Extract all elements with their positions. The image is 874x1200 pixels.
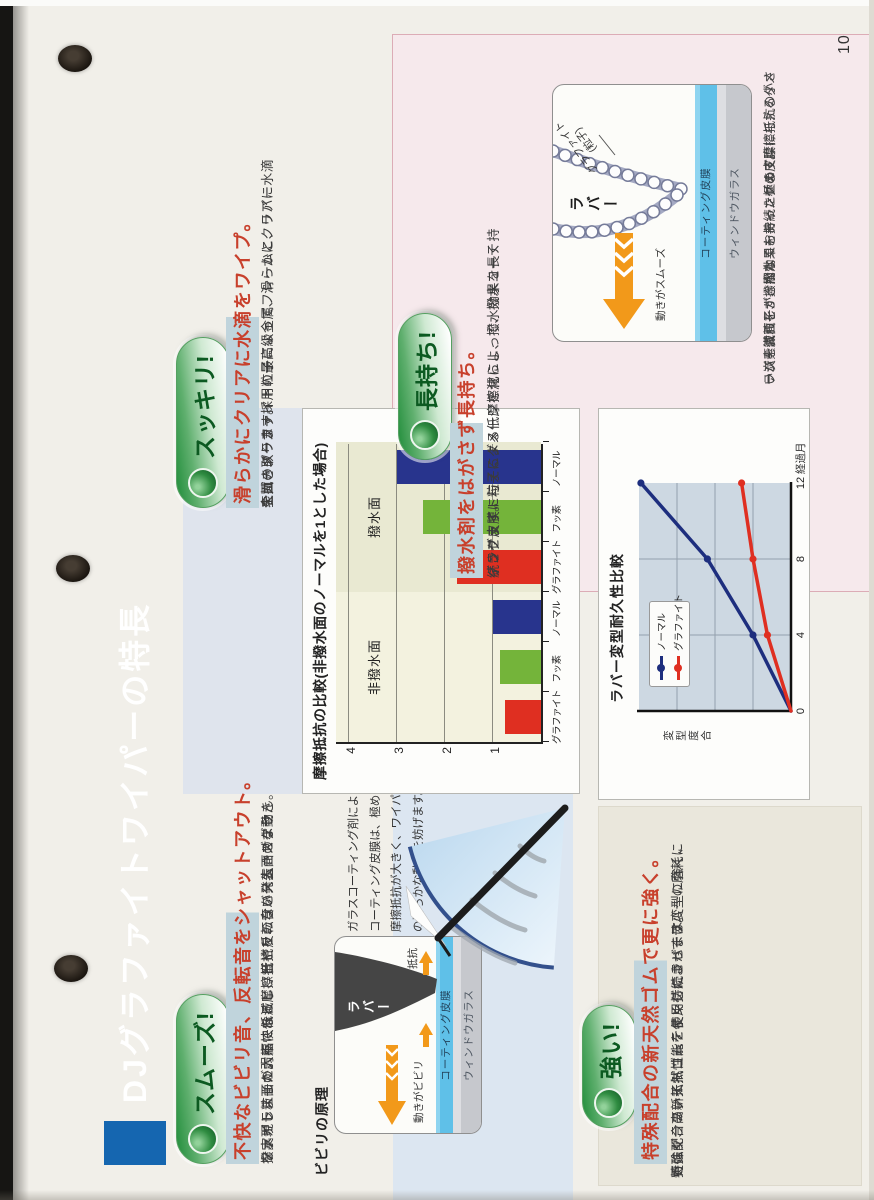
line-chart-legend: ノーマル グラファイト — [649, 594, 690, 687]
bar-フッ素 — [500, 650, 541, 684]
category-label: フッ素 — [552, 655, 563, 683]
category-label: ノーマル — [552, 451, 563, 488]
title-banner: DJグラファイトワイパーの特長 — [104, 53, 166, 1165]
punch-hole — [58, 45, 92, 72]
bar-chart-plot: 非撥水面 撥水面 — [336, 441, 549, 744]
strong-heading: 特殊配合の新天然ゴムで更に強く。 — [634, 836, 667, 1164]
punch-hole — [56, 555, 90, 582]
ytick-label: 1 — [488, 747, 502, 754]
smooth-motion-arrow-icon — [603, 233, 645, 329]
scan-edge-shadow — [0, 0, 13, 1200]
legend-dot-icon — [657, 664, 665, 672]
badge-smooth: スムーズ! — [176, 994, 230, 1164]
green-ball-icon — [188, 1124, 218, 1154]
bibiri-diagram-box: ラバー 動きがビビリ 抵抗 コーティング皮膜 ウィンドウガラス — [334, 936, 482, 1134]
bibiri-diagram-art — [335, 936, 482, 1133]
glass-band-label: ウィンドウガラス — [729, 167, 741, 259]
page-title: DJグラファイトワイパーの特長 — [117, 601, 153, 1103]
smooth-heading: 不快なビビリ音、反転音をシャットアウト。 — [226, 758, 259, 1164]
badge-strong: 強い! — [582, 1005, 636, 1128]
smooth-motion-label: 動きがスムーズ — [655, 248, 667, 321]
rubber-label: ラバー — [347, 1000, 392, 1015]
resistance-label: 抵抗 — [407, 948, 419, 969]
bar-chart-categories: グラファイト フッ素 ノーマル グラファイト フッ素 ノーマル — [549, 444, 565, 744]
scan-edge-bottom — [0, 1190, 874, 1200]
line-chart-ylabel: 変型度合 — [663, 730, 713, 742]
green-ball-icon — [594, 1088, 624, 1118]
group-label-nonrepellent: 非撥水面 — [367, 639, 382, 696]
ytick-label: 2 — [440, 747, 454, 754]
bar-chart-yticks: 1 2 3 4 — [336, 747, 543, 771]
line-chart-xlabel: 経過月 — [795, 442, 807, 475]
vibration-arrow-icon — [378, 1045, 406, 1125]
longlast-heading: 撥水剤をはがさず長持ち。 — [450, 328, 483, 578]
svg-text:4: 4 — [795, 632, 807, 638]
category-label: ノーマル — [552, 601, 563, 638]
badge-clear: スッキリ! — [176, 337, 230, 508]
bibiri-principle-label: ビビリの原理 — [314, 1086, 330, 1176]
page-number: 10 — [836, 34, 853, 54]
legend-line-icon — [674, 656, 682, 680]
svg-text:8: 8 — [795, 556, 807, 562]
badge-longlast: 長持ち! — [398, 313, 452, 460]
resistance-arrow-icon — [419, 951, 433, 975]
bar-グラファイト — [505, 700, 541, 734]
clear-heading: 滑らかにクリアに水滴をワイプ。 — [226, 200, 259, 508]
scan-edge-fade — [13, 0, 29, 1200]
legend-entry: グラファイト — [672, 594, 685, 680]
bar-ノーマル — [493, 600, 541, 634]
longlast-diagram-box: ラバー グラファイト (粒子) 動きがスムーズ コーティング皮膜 ウィンドウガラ… — [552, 84, 752, 342]
wiper-blade — [434, 804, 569, 942]
ytick-label: 4 — [344, 747, 358, 754]
scan-edge-top — [0, 0, 874, 6]
gridline — [396, 444, 397, 742]
graphite-beads-art — [552, 144, 688, 239]
banner-accent-block — [104, 1121, 166, 1165]
legend-label: グラファイト — [674, 593, 685, 651]
gridline — [444, 444, 445, 742]
resistance-arrow-icon — [419, 1023, 433, 1047]
svg-text:12: 12 — [795, 477, 807, 489]
category-label: グラファイト — [552, 689, 563, 744]
gridline — [348, 444, 349, 742]
vibration-motion-label: 動きがビビリ — [413, 1060, 425, 1123]
coating-band-label: コーティング皮膜 — [700, 167, 712, 259]
ytick-label: 3 — [392, 747, 406, 754]
svg-text:0: 0 — [795, 708, 807, 714]
green-ball-icon — [410, 420, 440, 450]
category-label: グラファイト — [552, 539, 563, 594]
legend-label: ノーマル — [657, 612, 668, 651]
group-label-repellent: 撥水面 — [367, 496, 382, 539]
legend-dot-icon — [674, 664, 682, 672]
callout-wedge — [405, 885, 447, 947]
legend-entry: ノーマル — [655, 608, 668, 680]
category-label: フッ素 — [552, 505, 563, 533]
rubber-wedge — [335, 952, 437, 1031]
windshield-illustration — [407, 804, 569, 970]
green-ball-icon — [188, 468, 218, 498]
axis-tick — [543, 441, 549, 442]
punch-hole — [54, 955, 88, 982]
scan-edge-right — [869, 0, 874, 1200]
bar-chart-title: 摩擦抵抗の比較(非撥水面のノーマルを1とした場合) — [312, 442, 328, 780]
legend-line-icon — [657, 656, 665, 680]
rubber-label: ラバー — [569, 196, 620, 213]
durability-chart-panel: ラバー変型耐久性比較 0 4 8 12 変型度合 経過月 ノーマル グラファイト — [598, 408, 810, 800]
